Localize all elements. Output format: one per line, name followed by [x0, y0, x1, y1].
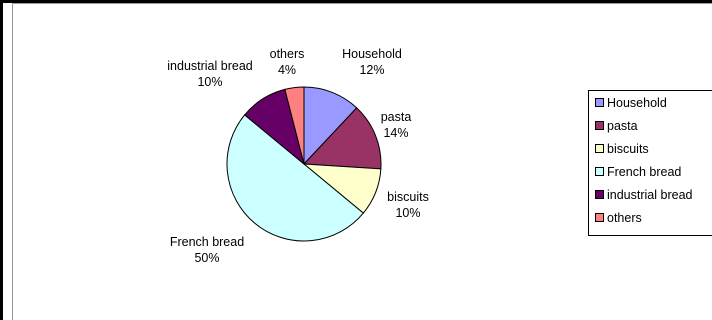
- legend-label-others: others: [607, 211, 642, 225]
- chart-legend: Household pasta biscuits French bread in…: [588, 90, 712, 236]
- label-french-bread-value: 50%: [194, 251, 220, 265]
- legend-item-pasta: pasta: [595, 117, 638, 135]
- label-biscuits-value: 10%: [395, 206, 421, 220]
- legend-item-industrial-bread: industrial bread: [595, 186, 692, 204]
- legend-label-french-bread: French bread: [607, 165, 682, 179]
- label-others-name: others: [269, 47, 305, 61]
- label-household-value: 12%: [359, 63, 385, 77]
- legend-label-pasta: pasta: [607, 119, 638, 133]
- chart-area: [12, 3, 712, 320]
- label-household: Household 12%: [322, 46, 422, 78]
- legend-swatch-others: [595, 213, 604, 223]
- legend-item-household: Household: [595, 94, 667, 112]
- label-pasta-value: 14%: [383, 126, 409, 140]
- label-household-name: Household: [342, 47, 402, 61]
- pie-slice-pasta: [302, 107, 382, 170]
- legend-item-others: others: [595, 209, 642, 227]
- legend-item-french-bread: French bread: [595, 163, 681, 181]
- legend-label-industrial-bread: industrial bread: [607, 188, 693, 202]
- label-pasta-name: pasta: [380, 110, 412, 124]
- legend-swatch-french-bread: [595, 167, 604, 177]
- label-french-bread: French bread 50%: [152, 234, 262, 266]
- label-industrial-bread-value: 10%: [197, 75, 223, 89]
- label-others: others 4%: [252, 46, 322, 78]
- legend-swatch-household: [595, 98, 604, 108]
- legend-label-household: Household: [607, 96, 667, 110]
- legend-swatch-industrial-bread: [595, 190, 604, 200]
- label-biscuits: biscuits 10%: [368, 189, 448, 221]
- label-biscuits-name: biscuits: [387, 190, 429, 204]
- legend-item-biscuits: biscuits: [595, 140, 649, 158]
- label-others-value: 4%: [277, 63, 297, 77]
- label-pasta: pasta 14%: [366, 109, 426, 141]
- legend-label-biscuits: biscuits: [607, 142, 649, 156]
- pie-slice-others: [284, 86, 305, 165]
- label-french-bread-name: French bread: [169, 235, 245, 249]
- pie-slice-french-bread: [226, 114, 365, 242]
- label-industrial-bread: industrial bread 10%: [150, 58, 270, 90]
- label-industrial-bread-name: industrial bread: [167, 59, 253, 73]
- legend-swatch-pasta: [595, 121, 604, 131]
- legend-swatch-biscuits: [595, 144, 604, 154]
